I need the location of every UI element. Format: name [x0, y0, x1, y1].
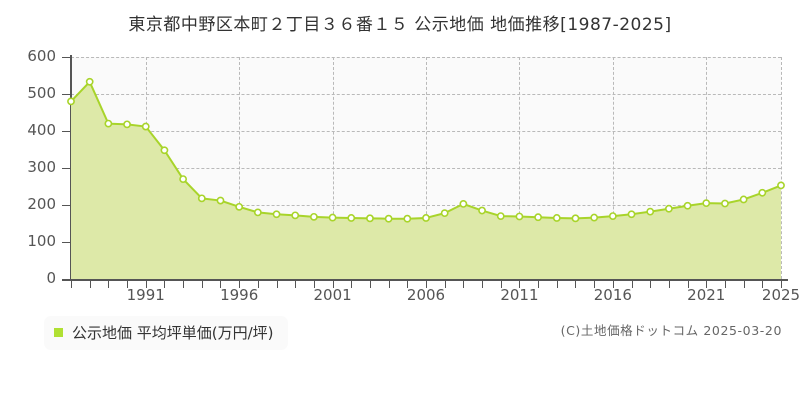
chart-title: 東京都中野区本町２丁目３６番１５ 公示地価 地価推移[1987-2025]: [128, 15, 672, 35]
gridline-x-2025: [781, 57, 782, 279]
y-tick-100: [62, 242, 71, 243]
x-tick-2014: [575, 281, 577, 288]
x-tick-1992: [164, 281, 166, 288]
y-axis-label-600: 600: [27, 47, 56, 65]
x-tick-2003: [369, 281, 371, 288]
legend-label: 公示地価 平均坪単価(万円/坪): [72, 324, 274, 342]
gridline-x-2006: [426, 57, 427, 279]
y-axis-label-0: 0: [46, 269, 56, 287]
x-tick-2022: [724, 281, 726, 288]
x-tick-2025: [781, 281, 782, 288]
x-tick-1995: [220, 281, 222, 288]
x-axis-label-2021: 2021: [687, 286, 726, 304]
y-tick-300: [62, 168, 71, 169]
x-tick-1996: [239, 281, 241, 288]
gridline-x-1991: [145, 57, 147, 279]
x-axis-label-2001: 2001: [313, 286, 352, 304]
x-tick-2024: [762, 281, 764, 288]
x-axis-label-2006: 2006: [406, 286, 446, 304]
gridline-x-2016: [612, 57, 614, 279]
y-axis-label-500: 500: [27, 84, 56, 102]
y-tick-500: [62, 94, 71, 95]
chart-legend: 公示地価 平均坪単価(万円/坪): [44, 316, 288, 350]
x-tick-2002: [351, 281, 353, 288]
x-tick-2015: [594, 281, 596, 288]
x-tick-2023: [743, 281, 745, 288]
y-tick-200: [62, 205, 71, 206]
y-tick-600: [62, 57, 71, 58]
x-axis-line: [62, 279, 788, 281]
x-tick-2018: [650, 281, 652, 288]
y-axis-label-400: 400: [27, 121, 56, 139]
y-tick-400: [62, 131, 71, 132]
x-tick-2009: [482, 281, 484, 288]
x-axis-label-2025: 2025: [761, 286, 800, 304]
x-tick-1987: [71, 281, 72, 288]
x-axis-label-1996: 1996: [220, 286, 259, 304]
x-tick-2020: [687, 281, 689, 288]
y-axis-label-100: 100: [27, 232, 56, 250]
x-tick-2016: [612, 281, 614, 288]
x-tick-1993: [183, 281, 185, 288]
x-tick-2005: [407, 281, 409, 288]
x-tick-1994: [201, 281, 203, 288]
x-axis-label-2016: 2016: [593, 286, 632, 304]
x-tick-2000: [313, 281, 315, 288]
copyright-credit: (C)土地価格ドットコム 2025-03-20: [560, 323, 782, 338]
x-tick-2001: [332, 281, 334, 288]
x-tick-2012: [538, 281, 540, 288]
x-tick-2004: [388, 281, 390, 288]
x-tick-2017: [631, 281, 633, 288]
x-tick-2013: [556, 281, 558, 288]
x-axis-label-2011: 2011: [500, 286, 539, 304]
y-axis-label-200: 200: [27, 195, 56, 213]
x-axis-label-1991: 1991: [126, 286, 165, 304]
x-tick-1997: [257, 281, 259, 288]
x-tick-1999: [295, 281, 297, 288]
x-tick-2008: [463, 281, 465, 288]
x-tick-1988: [89, 281, 91, 288]
x-tick-2011: [519, 281, 521, 288]
x-tick-1991: [145, 281, 147, 288]
x-tick-1990: [127, 281, 129, 288]
y-axis-label-300: 300: [27, 158, 56, 176]
x-tick-2007: [444, 281, 446, 288]
x-tick-2019: [668, 281, 670, 288]
gridline-x-2001: [332, 57, 334, 279]
x-tick-2021: [706, 281, 708, 288]
x-tick-1998: [276, 281, 278, 288]
x-tick-2010: [500, 281, 502, 288]
y-axis-line: [70, 55, 72, 281]
gridline-x-1996: [239, 57, 241, 279]
x-tick-2006: [426, 281, 427, 288]
gridline-x-2021: [706, 57, 708, 279]
legend-color-swatch: [54, 328, 63, 337]
x-tick-1989: [108, 281, 110, 288]
gridline-x-2011: [519, 57, 521, 279]
